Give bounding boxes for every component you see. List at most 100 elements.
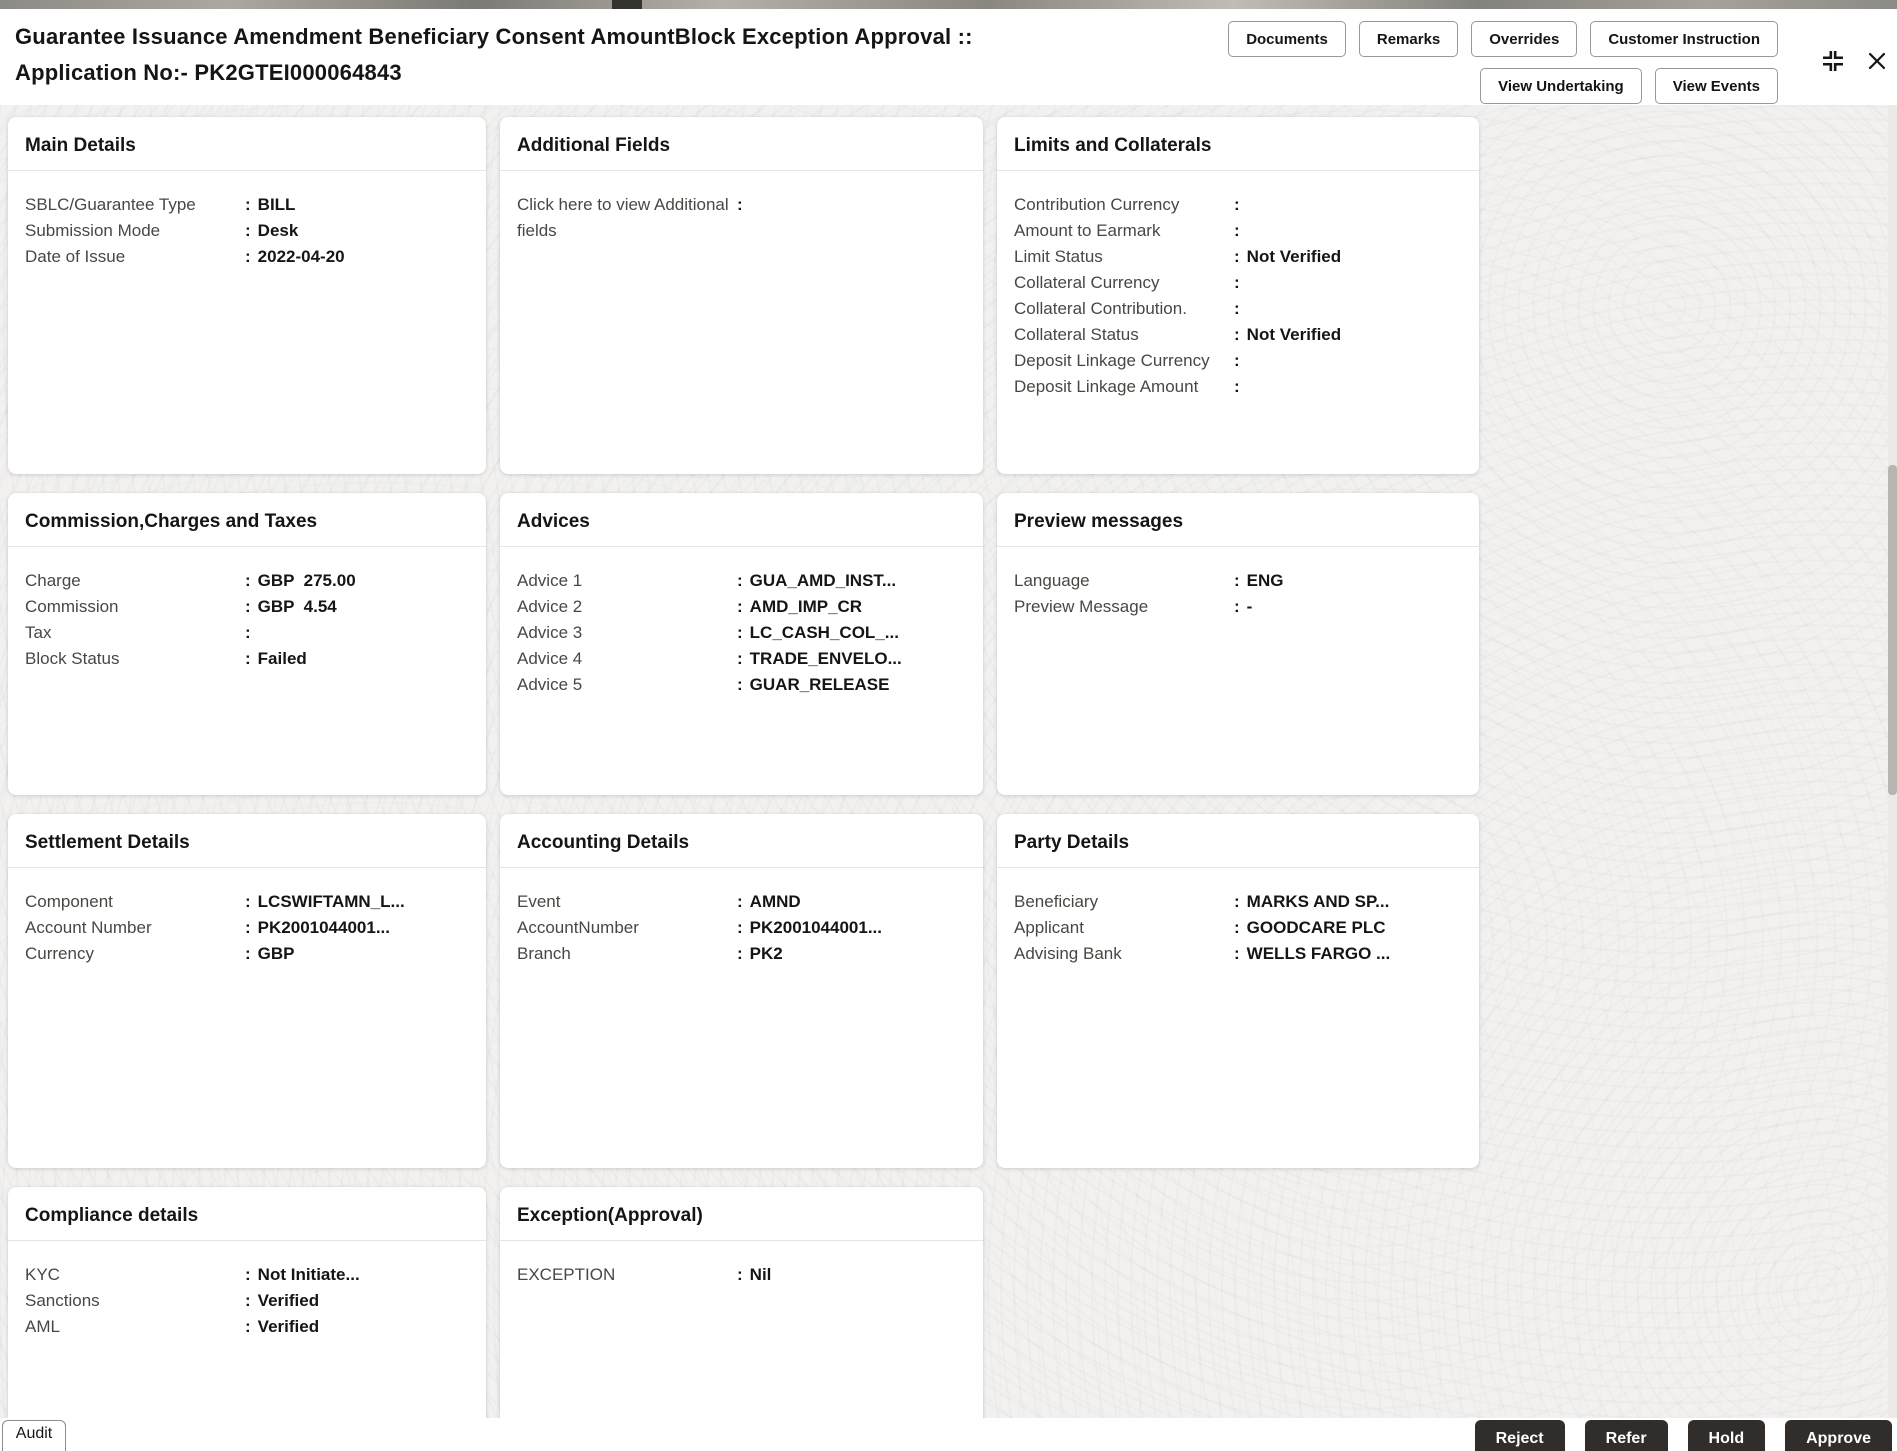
field-value: Not Verified — [1246, 325, 1342, 344]
desktop-strip-notch — [612, 0, 642, 9]
field-row: Advice 3 LC_CASH_COL_... — [517, 620, 966, 646]
colon-separator — [1234, 594, 1240, 620]
field-row: Account Number PK2001044001... — [25, 915, 469, 941]
page-title-line1: Guarantee Issuance Amendment Beneficiary… — [15, 24, 973, 49]
overrides-button[interactable]: Overrides — [1471, 21, 1578, 57]
card-body: EXCEPTION Nil — [500, 1241, 983, 1300]
field-label: Deposit Linkage Currency — [1014, 351, 1210, 370]
vertical-scrollbar-thumb[interactable] — [1888, 465, 1897, 795]
field-row: Advice 5 GUAR_RELEASE — [517, 672, 966, 698]
card-divider — [997, 170, 1479, 171]
field-label: Branch — [517, 944, 571, 963]
field-value: GUAR_RELEASE — [749, 675, 890, 694]
desktop-background-strip — [0, 0, 1897, 9]
colon-separator — [1234, 568, 1240, 594]
field-label: Advice 5 — [517, 675, 583, 694]
vertical-scrollbar-track[interactable] — [1888, 105, 1897, 1418]
field-value: Not Verified — [1246, 247, 1342, 266]
field-label: Amount to Earmark — [1014, 221, 1161, 240]
colon-separator — [245, 1288, 251, 1314]
colon-separator — [245, 192, 251, 218]
card-divider — [500, 867, 983, 868]
documents-button[interactable]: Documents — [1228, 21, 1346, 57]
colon-separator — [245, 594, 251, 620]
card-divider — [8, 546, 486, 547]
field-row: Beneficiary MARKS AND SP... — [1014, 889, 1462, 915]
card-title: Preview messages — [1014, 511, 1184, 532]
field-row: Language ENG — [1014, 568, 1462, 594]
remarks-button[interactable]: Remarks — [1358, 21, 1459, 57]
refer-button[interactable]: Refer — [1584, 1420, 1668, 1451]
reject-button[interactable]: Reject — [1474, 1420, 1565, 1451]
collapse-icon[interactable] — [1819, 47, 1847, 75]
field-label: SBLC/Guarantee Type — [25, 195, 196, 214]
field-row: Collateral Currency — [1014, 270, 1462, 296]
page-title-line2: Application No:- PK2GTEI000064843 — [15, 60, 402, 85]
card-header: Party Details — [997, 814, 1479, 867]
field-value: PK2001044001... — [749, 918, 883, 937]
card-body: Beneficiary MARKS AND SP... Applicant GOODC… — [997, 868, 1479, 979]
card-main-details: Main Details SBLC/Guarantee Type BILL Subm… — [8, 117, 486, 474]
field-row: KYC Not Initiate... — [25, 1262, 469, 1288]
field-label: Account Number — [25, 918, 152, 937]
approve-button[interactable]: Approve — [1785, 1420, 1892, 1451]
card-additional-fields: Additional Fields Click here to view Add… — [500, 117, 983, 474]
field-value: LC_CASH_COL_... — [749, 623, 899, 642]
colon-separator — [245, 889, 251, 915]
field-row: Advice 1 GUA_AMD_INST... — [517, 568, 966, 594]
colon-separator — [737, 594, 743, 620]
colon-separator — [1234, 218, 1240, 244]
colon-separator — [1234, 348, 1240, 374]
colon-separator — [1234, 374, 1240, 400]
additional-fields-link[interactable]: Click here to view Additional fields — [517, 195, 729, 240]
field-label: Event — [517, 892, 561, 911]
field-row: Date of Issue 2022-04-20 — [25, 244, 469, 270]
field-label: EXCEPTION — [517, 1265, 616, 1284]
view-undertaking-button[interactable]: View Undertaking — [1480, 68, 1642, 104]
audit-button[interactable]: Audit — [2, 1420, 66, 1451]
colon-separator — [1234, 192, 1240, 218]
customer-instruction-button[interactable]: Customer Instruction — [1590, 21, 1778, 57]
card-title: Accounting Details — [517, 832, 690, 853]
colon-separator — [737, 646, 743, 672]
close-icon[interactable] — [1863, 47, 1891, 75]
field-label: Language — [1014, 571, 1090, 590]
field-row: AML Verified — [25, 1314, 469, 1340]
colon-separator — [1234, 322, 1240, 348]
field-label: Beneficiary — [1014, 892, 1099, 911]
field-row: Advice 2 AMD_IMP_CR — [517, 594, 966, 620]
field-row: Branch PK2 — [517, 941, 966, 967]
header-button-group: Documents Remarks Overrides Customer Ins… — [1018, 21, 1778, 115]
field-value: AMD_IMP_CR — [749, 597, 863, 616]
card-body: KYC Not Initiate... Sanctions Verified AML Ve… — [8, 1241, 486, 1352]
field-value: GBP 275.00 — [257, 571, 356, 590]
card-body: Component LCSWIFTAMN_L... Account Number PK… — [8, 868, 486, 979]
card-header: Main Details — [8, 117, 486, 170]
card-limits-and-collaterals: Limits and Collaterals Contribution Curr… — [997, 117, 1479, 474]
field-value: GBP 4.54 — [257, 597, 337, 616]
colon-separator — [245, 244, 251, 270]
field-row: Preview Message - — [1014, 594, 1462, 620]
field-label: Advice 2 — [517, 597, 583, 616]
colon-separator — [737, 915, 743, 941]
field-label: Currency — [25, 944, 94, 963]
field-row: Deposit Linkage Amount — [1014, 374, 1462, 400]
field-row: SBLC/Guarantee Type BILL — [25, 192, 469, 218]
card-body: SBLC/Guarantee Type BILL Submission Mode De… — [8, 171, 486, 282]
field-row: Block Status Failed — [25, 646, 469, 672]
field-value: AMND — [749, 892, 801, 911]
field-row: Collateral Status Not Verified — [1014, 322, 1462, 348]
card-header: Additional Fields — [500, 117, 983, 170]
field-label: Charge — [25, 571, 81, 590]
colon-separator — [737, 889, 743, 915]
card-accounting-details: Accounting Details Event AMND AccountNumbe… — [500, 814, 983, 1168]
hold-button[interactable]: Hold — [1687, 1420, 1766, 1451]
field-row: Amount to Earmark — [1014, 218, 1462, 244]
card-divider — [500, 1240, 983, 1241]
card-divider — [8, 1240, 486, 1241]
field-label: Applicant — [1014, 918, 1084, 937]
field-label: Contribution Currency — [1014, 195, 1180, 214]
card-title: Advices — [517, 511, 590, 532]
view-events-button[interactable]: View Events — [1654, 68, 1778, 104]
field-value: Failed — [257, 649, 307, 668]
